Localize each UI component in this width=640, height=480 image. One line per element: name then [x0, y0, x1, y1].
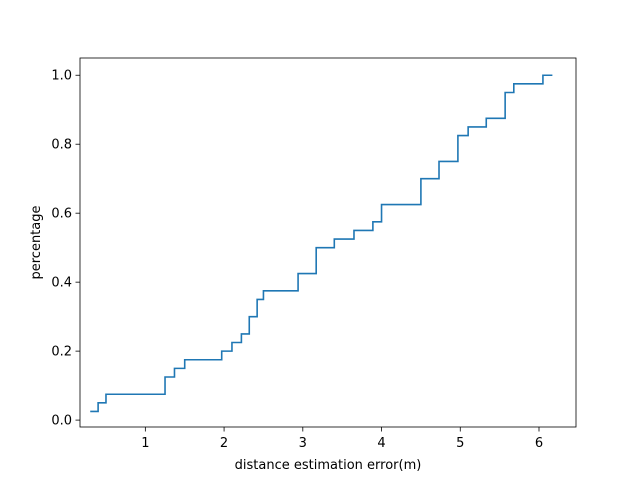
y-axis: 0.0 0.2 0.4 0.6 0.8 1.0: [51, 69, 80, 429]
series-line-0: [90, 74, 553, 413]
y-tick-label: 0.8: [51, 138, 72, 153]
x-tick-label: 3: [299, 436, 307, 451]
plot-frame: [79, 57, 577, 428]
x-tick-label: 2: [220, 436, 228, 451]
y-tick-label: 0.6: [51, 207, 72, 222]
x-tick-label: 6: [535, 436, 543, 451]
plot-area: [80, 58, 576, 427]
y-tick-label: 0.2: [51, 345, 72, 360]
x-axis: 1 2 3 4 5 6: [141, 427, 543, 451]
x-tick-label: 4: [377, 436, 385, 451]
x-tick-label: 1: [141, 436, 149, 451]
y-tick-label: 0.0: [51, 414, 72, 429]
y-axis-label: percentage: [29, 205, 44, 279]
y-tick-label: 1.0: [51, 69, 72, 84]
series-layer: [90, 74, 553, 413]
x-tick-label: 5: [456, 436, 464, 451]
y-tick-label: 0.4: [51, 276, 72, 291]
x-axis-label: distance estimation error(m): [235, 458, 422, 473]
